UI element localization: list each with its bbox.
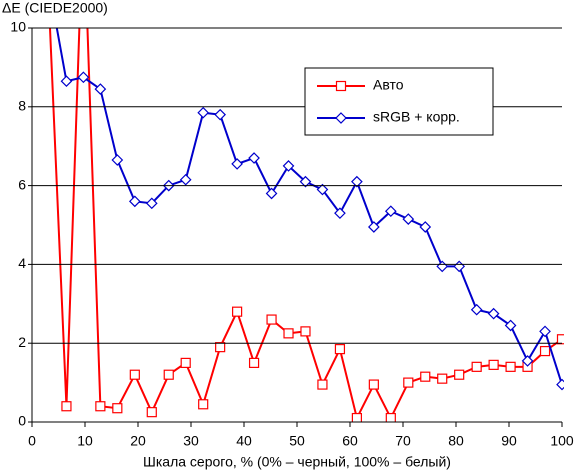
marker [231, 158, 243, 170]
marker [488, 359, 499, 370]
legend-marker [335, 112, 347, 124]
marker [419, 221, 432, 233]
marker [214, 108, 226, 121]
x-tick-label: 20 [130, 433, 146, 449]
y-tick-label: 8 [18, 98, 26, 114]
marker [402, 213, 415, 225]
marker [283, 328, 294, 339]
marker [180, 357, 191, 368]
marker [112, 403, 123, 414]
marker [163, 369, 174, 380]
x-tick-label: 50 [289, 433, 305, 449]
marker [198, 399, 209, 410]
legend-label: sRGB + корр. [373, 109, 460, 125]
marker [334, 207, 346, 220]
marker [232, 306, 243, 317]
marker [521, 355, 534, 367]
y-tick-label: 2 [18, 334, 26, 350]
marker [77, 71, 90, 84]
marker [539, 345, 551, 357]
marker [505, 361, 516, 372]
marker [94, 83, 107, 95]
x-tick-label: 100 [550, 433, 574, 449]
marker [111, 154, 124, 166]
marker [197, 106, 210, 119]
marker [179, 173, 192, 186]
marker [385, 412, 396, 422]
x-tick-label: 60 [342, 433, 358, 449]
marker [266, 314, 277, 325]
x-tick-label: 10 [77, 433, 93, 449]
marker [504, 319, 517, 332]
marker [368, 221, 380, 233]
marker [351, 175, 363, 188]
marker [248, 152, 260, 164]
x-tick-label: 40 [236, 433, 252, 449]
marker [539, 325, 551, 338]
marker [487, 307, 500, 320]
x-axis-title: Шкала серого, % (0% – черный, 100% – бел… [143, 454, 451, 470]
y-tick-label: 4 [18, 255, 26, 271]
marker [351, 412, 362, 422]
x-tick-label: 80 [448, 433, 464, 449]
marker [265, 187, 278, 200]
marker [316, 183, 329, 196]
marker [317, 379, 328, 390]
marker [95, 401, 106, 412]
marker [403, 377, 414, 388]
marker [453, 260, 466, 273]
marker [300, 326, 311, 337]
legend-marker [335, 80, 347, 92]
series-line [48, 28, 563, 421]
marker [299, 175, 312, 188]
y-axis-title: ΔE (CIEDE2000) [2, 0, 108, 16]
x-tick-label: 70 [395, 433, 411, 449]
marker [556, 378, 564, 391]
y-tick-label: 10 [10, 19, 26, 35]
marker [61, 401, 72, 412]
x-tick-label: 0 [28, 433, 36, 449]
x-tick-label: 30 [183, 433, 199, 449]
marker [470, 303, 483, 316]
marker [556, 334, 564, 345]
marker [368, 379, 379, 390]
marker [145, 197, 158, 210]
marker [437, 373, 448, 384]
plot-area [48, 28, 564, 422]
marker [248, 357, 260, 368]
marker [454, 369, 465, 380]
marker [146, 407, 157, 418]
legend-label: Авто [373, 77, 404, 93]
marker [282, 160, 295, 172]
marker [384, 205, 397, 218]
y-tick-label: 0 [18, 413, 26, 429]
x-tick-label: 90 [501, 433, 517, 449]
marker [471, 361, 482, 372]
marker [436, 260, 449, 273]
marker [334, 344, 346, 355]
marker [215, 342, 226, 353]
marker [128, 195, 141, 208]
marker [129, 369, 140, 380]
legend-box [304, 67, 494, 136]
marker [60, 75, 73, 88]
marker [420, 371, 431, 382]
y-tick-label: 6 [18, 176, 26, 192]
